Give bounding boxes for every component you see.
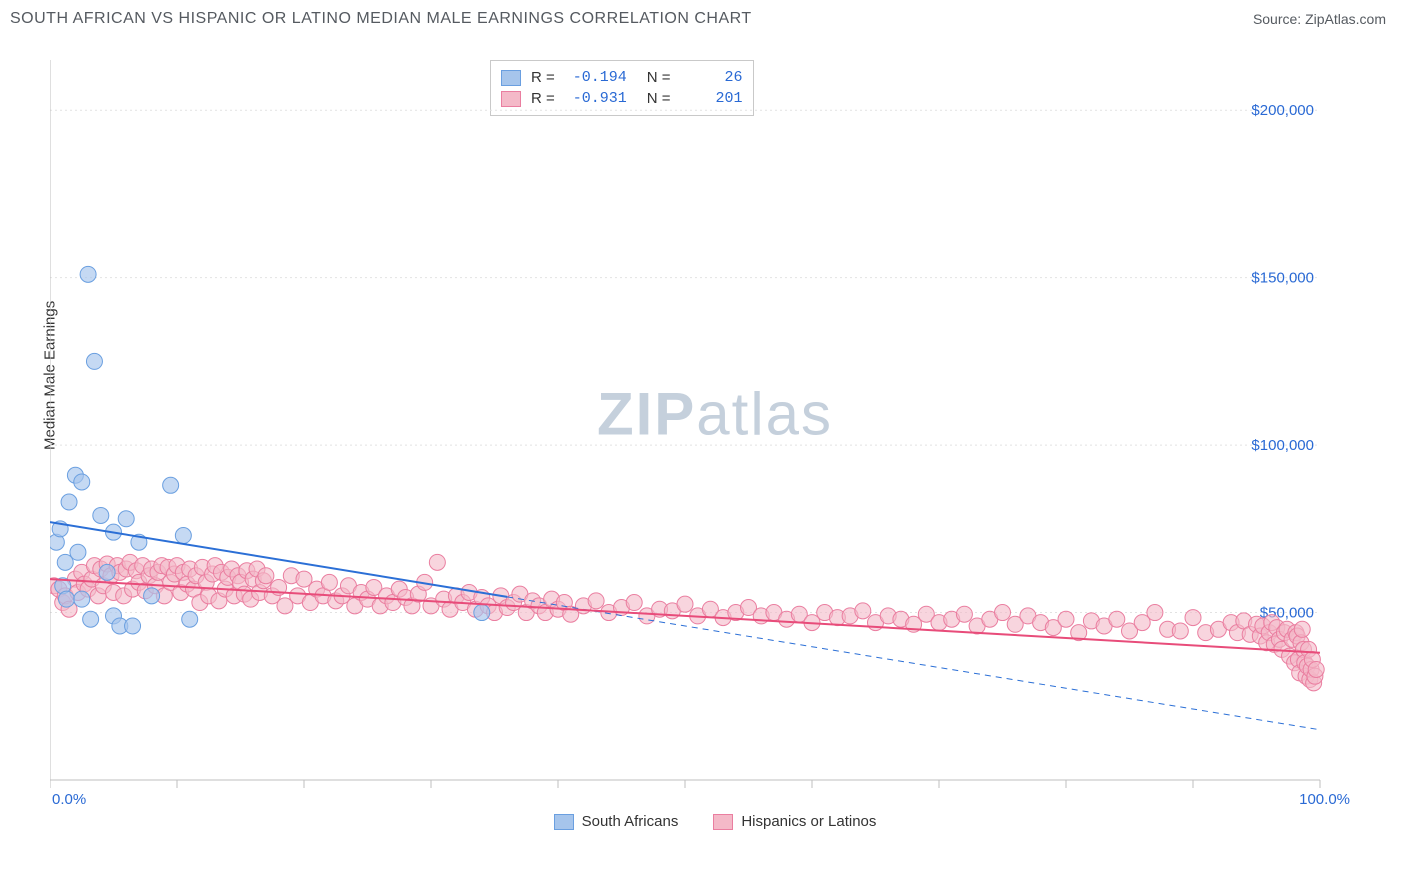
- legend-item-hispanics: Hispanics or Latinos: [713, 813, 876, 830]
- swatch-hispanics: [713, 814, 733, 830]
- svg-text:$100,000: $100,000: [1251, 437, 1314, 454]
- chart-container: Median Male Earnings ZIPatlas R = -0.194…: [50, 60, 1380, 830]
- legend-bottom: South Africans Hispanics or Latinos: [50, 813, 1380, 830]
- source-link[interactable]: ZipAtlas.com: [1305, 11, 1386, 27]
- legend-item-south-africans: South Africans: [554, 813, 679, 830]
- chart-title: SOUTH AFRICAN VS HISPANIC OR LATINO MEDI…: [10, 10, 752, 28]
- header: SOUTH AFRICAN VS HISPANIC OR LATINO MEDI…: [0, 0, 1406, 33]
- x-axis-max-label: 100.0%: [1299, 791, 1350, 808]
- swatch-south-africans: [554, 814, 574, 830]
- svg-text:$200,000: $200,000: [1251, 102, 1314, 119]
- svg-text:$150,000: $150,000: [1251, 270, 1314, 287]
- x-axis-min-label: 0.0%: [52, 791, 86, 808]
- legend-label: Hispanics or Latinos: [741, 813, 876, 830]
- scatter-plot: $50,000$100,000$150,000$200,000: [50, 60, 1380, 830]
- legend-label: South Africans: [582, 813, 679, 830]
- source-attribution: Source: ZipAtlas.com: [1253, 11, 1386, 27]
